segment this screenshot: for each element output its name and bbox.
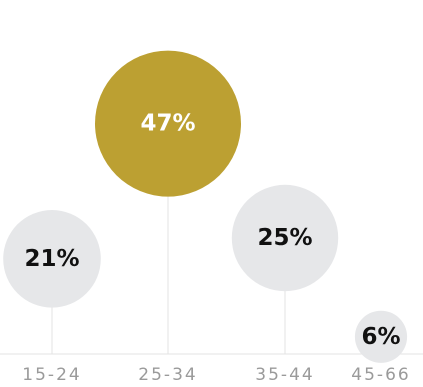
bubble-value-label-25-34: 47%: [140, 111, 195, 137]
x-tick-label-35-44: 35-44: [255, 365, 314, 385]
bubble-value-label-45-66: 6%: [361, 324, 400, 350]
x-tick-label-25-34: 25-34: [138, 365, 197, 385]
bubble-35-44: [231, 184, 339, 292]
x-axis-ticks: 15-24 25-34 35-44 45-66: [22, 365, 410, 385]
bubble-15-24: [3, 209, 101, 308]
bubble-25-34: [95, 50, 241, 197]
x-tick-label-45-66: 45-66: [351, 365, 410, 385]
bubble-45-66: [354, 310, 408, 363]
bubble-value-label-15-24: 21%: [24, 246, 79, 272]
x-tick-label-15-24: 15-24: [22, 365, 81, 385]
bubble-value-label-35-44: 25%: [257, 225, 312, 251]
bubbles-layer: 21% 47% 25% 6%: [3, 50, 408, 363]
